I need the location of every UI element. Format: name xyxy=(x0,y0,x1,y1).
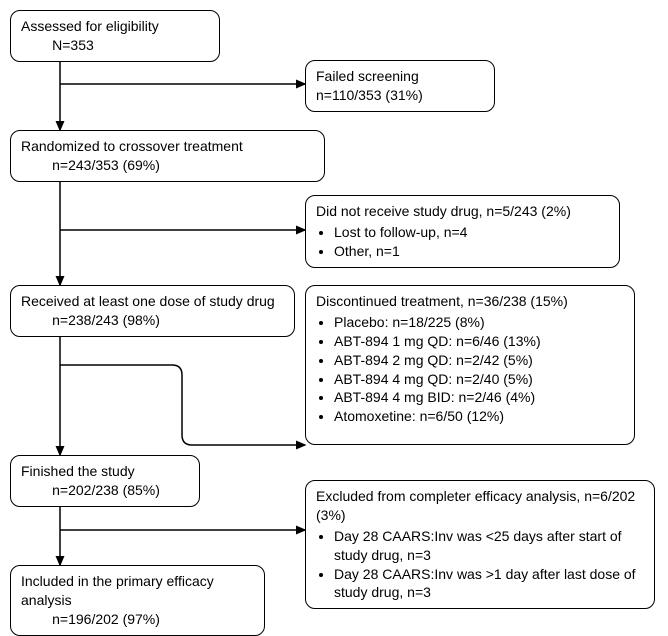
node-discontinued-bullet: ABT-894 4 mg BID: n=2/46 (4%) xyxy=(334,388,624,407)
node-discontinued-title: Discontinued treatment, n=36/238 (15%) xyxy=(316,292,624,311)
node-eligibility-line: Assessed for eligibility xyxy=(21,17,209,36)
node-randomized: Randomized to crossover treatment n=243/… xyxy=(10,130,325,182)
node-failed_screening: Failed screeningn=110/353 (31%) xyxy=(305,60,495,112)
node-discontinued-bullet: Placebo: n=18/225 (8%) xyxy=(334,313,624,332)
node-at_least_one_dose: Received at least one dose of study drug… xyxy=(10,285,295,337)
node-no_study_drug-bullet: Lost to follow-up, n=4 xyxy=(334,223,609,242)
node-failed_screening-line: Failed screening xyxy=(316,67,484,86)
node-discontinued: Discontinued treatment, n=36/238 (15%) Pl… xyxy=(305,285,635,445)
node-discontinued-bullet: ABT-894 1 mg QD: n=6/46 (13%) xyxy=(334,332,624,351)
node-eligibility-line: N=353 xyxy=(21,36,209,55)
node-failed_screening-line: n=110/353 (31%) xyxy=(316,86,484,105)
node-primary_efficacy-line: Included in the primary efficacy analysi… xyxy=(21,572,254,610)
node-excluded_completer: Excluded from completer efficacy analysi… xyxy=(305,480,655,609)
node-randomized-line: Randomized to crossover treatment xyxy=(21,137,314,156)
node-finished-line: n=202/238 (85%) xyxy=(21,481,189,500)
node-finished: Finished the study n=202/238 (85%) xyxy=(10,455,200,507)
node-discontinued-bullet: ABT-894 2 mg QD: n=2/42 (5%) xyxy=(334,351,624,370)
node-excluded_completer-title: Excluded from completer efficacy analysi… xyxy=(316,487,644,525)
node-randomized-line: n=243/353 (69%) xyxy=(21,156,314,175)
node-discontinued-bullet: ABT-894 4 mg QD: n=2/40 (5%) xyxy=(334,370,624,389)
flow-edge-5 xyxy=(60,365,305,445)
node-at_least_one_dose-line: n=238/243 (98%) xyxy=(21,311,284,330)
node-no_study_drug-bullet: Other, n=1 xyxy=(334,242,609,261)
node-no_study_drug-bullets: Lost to follow-up, n=4Other, n=1 xyxy=(316,223,609,261)
node-primary_efficacy-line: n=196/202 (97%) xyxy=(21,610,254,629)
node-excluded_completer-bullet: Day 28 CAARS:Inv was <25 days after star… xyxy=(334,527,644,565)
node-excluded_completer-bullets: Day 28 CAARS:Inv was <25 days after star… xyxy=(316,527,644,603)
node-discontinued-bullets: Placebo: n=18/225 (8%)ABT-894 1 mg QD: n… xyxy=(316,313,624,426)
node-discontinued-bullet: Atomoxetine: n=6/50 (12%) xyxy=(334,407,624,426)
node-no_study_drug: Did not receive study drug, n=5/243 (2%)… xyxy=(305,195,620,268)
node-at_least_one_dose-line: Received at least one dose of study drug xyxy=(21,292,284,311)
node-excluded_completer-bullet: Day 28 CAARS:Inv was >1 day after last d… xyxy=(334,565,644,603)
flowchart-canvas: Assessed for eligibility N=353 Failed scr… xyxy=(0,0,668,622)
node-primary_efficacy: Included in the primary efficacy analysi… xyxy=(10,565,265,636)
node-finished-line: Finished the study xyxy=(21,462,189,481)
node-no_study_drug-title: Did not receive study drug, n=5/243 (2%) xyxy=(316,202,609,221)
node-eligibility: Assessed for eligibility N=353 xyxy=(10,10,220,62)
